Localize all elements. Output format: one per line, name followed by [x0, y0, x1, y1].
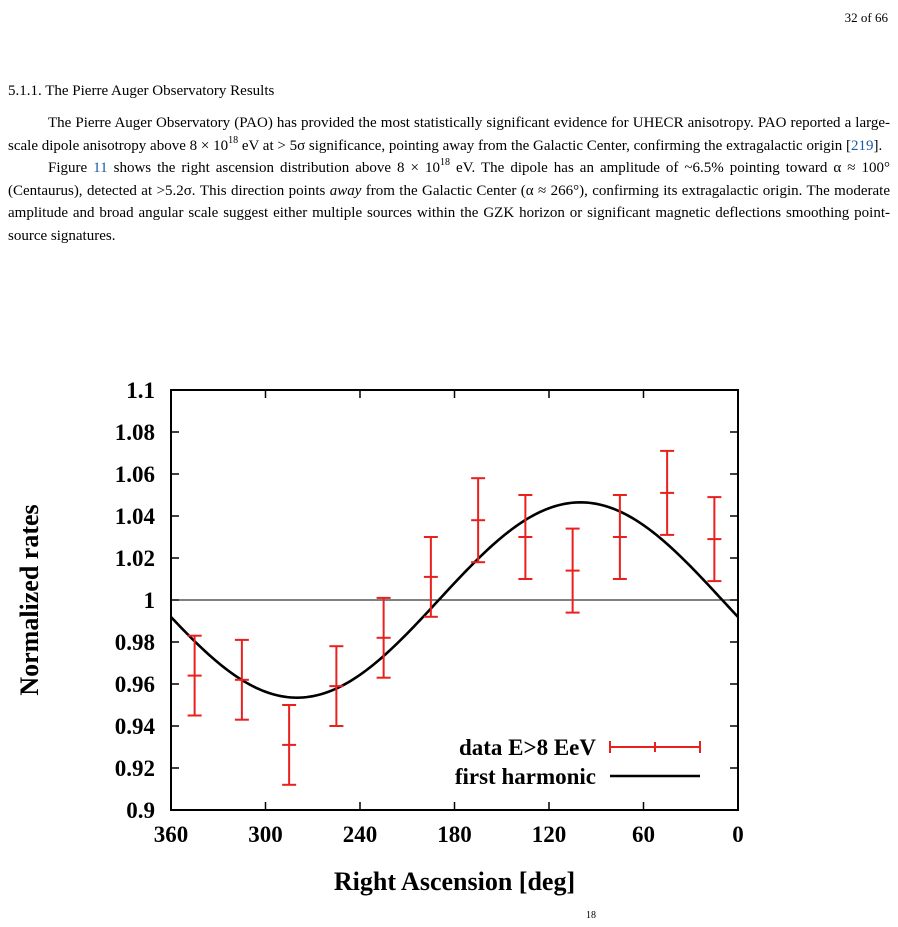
data-point [234, 638, 249, 721]
legend-label-data: data E>8 EeV [459, 735, 596, 760]
data-point [187, 634, 202, 717]
section-heading: 5.1.1. The Pierre Auger Observatory Resu… [8, 83, 275, 99]
data-point [423, 536, 438, 618]
y-tick-label: 0.9 [126, 798, 155, 823]
y-tick-label: 0.96 [115, 672, 155, 697]
y-tick-label: 1.04 [115, 504, 156, 529]
x-tick-label: 0 [732, 822, 744, 847]
x-tick-label: 300 [248, 822, 283, 847]
body-text: The Pierre Auger Observatory (PAO) has p… [8, 112, 890, 247]
y-tick-label: 1.06 [115, 462, 155, 487]
x-tick-label: 60 [632, 822, 655, 847]
page-number: 32 of 66 [844, 10, 888, 25]
data-point [707, 496, 722, 583]
data-point [329, 645, 344, 727]
y-tick-label: 1.1 [126, 378, 155, 403]
y-tick-label: 1.02 [115, 546, 155, 571]
figure-link[interactable]: 11 [93, 160, 108, 176]
data-point [660, 449, 675, 536]
x-tick-label: 120 [532, 822, 567, 847]
paragraph-1: The Pierre Auger Observatory (PAO) has p… [8, 115, 890, 154]
citation-link[interactable]: 219 [851, 137, 874, 154]
data-point [612, 494, 627, 580]
data-point [518, 494, 533, 580]
dipole-figure: 360 300 240 180 120 60 0 0.9 0.92 0.94 0.96 0.98 1 1.… [15, 378, 744, 896]
paragraph-2: Figure 11 shows the right ascension dist… [8, 157, 890, 244]
first-harmonic-curve [170, 501, 739, 699]
x-axis-label: Right Ascension [deg] [334, 867, 575, 896]
y-tick-label: 1.08 [115, 420, 155, 445]
y-tick-label: 0.94 [115, 714, 156, 739]
y-tick-label: 0.92 [115, 756, 155, 781]
y-tick-label: 0.98 [115, 630, 155, 655]
caption-fragment: 18 [586, 910, 596, 921]
data-point [565, 527, 580, 614]
data-point [471, 477, 486, 564]
x-tick-label: 360 [154, 822, 189, 847]
y-axis-label: Normalized rates [15, 504, 44, 695]
data-point [376, 596, 391, 679]
y-tick-label: 1 [144, 588, 156, 613]
data-point [282, 704, 297, 786]
x-tick-label: 240 [343, 822, 378, 847]
x-tick-label: 180 [437, 822, 472, 847]
legend-label-harmonic: first harmonic [455, 764, 596, 789]
